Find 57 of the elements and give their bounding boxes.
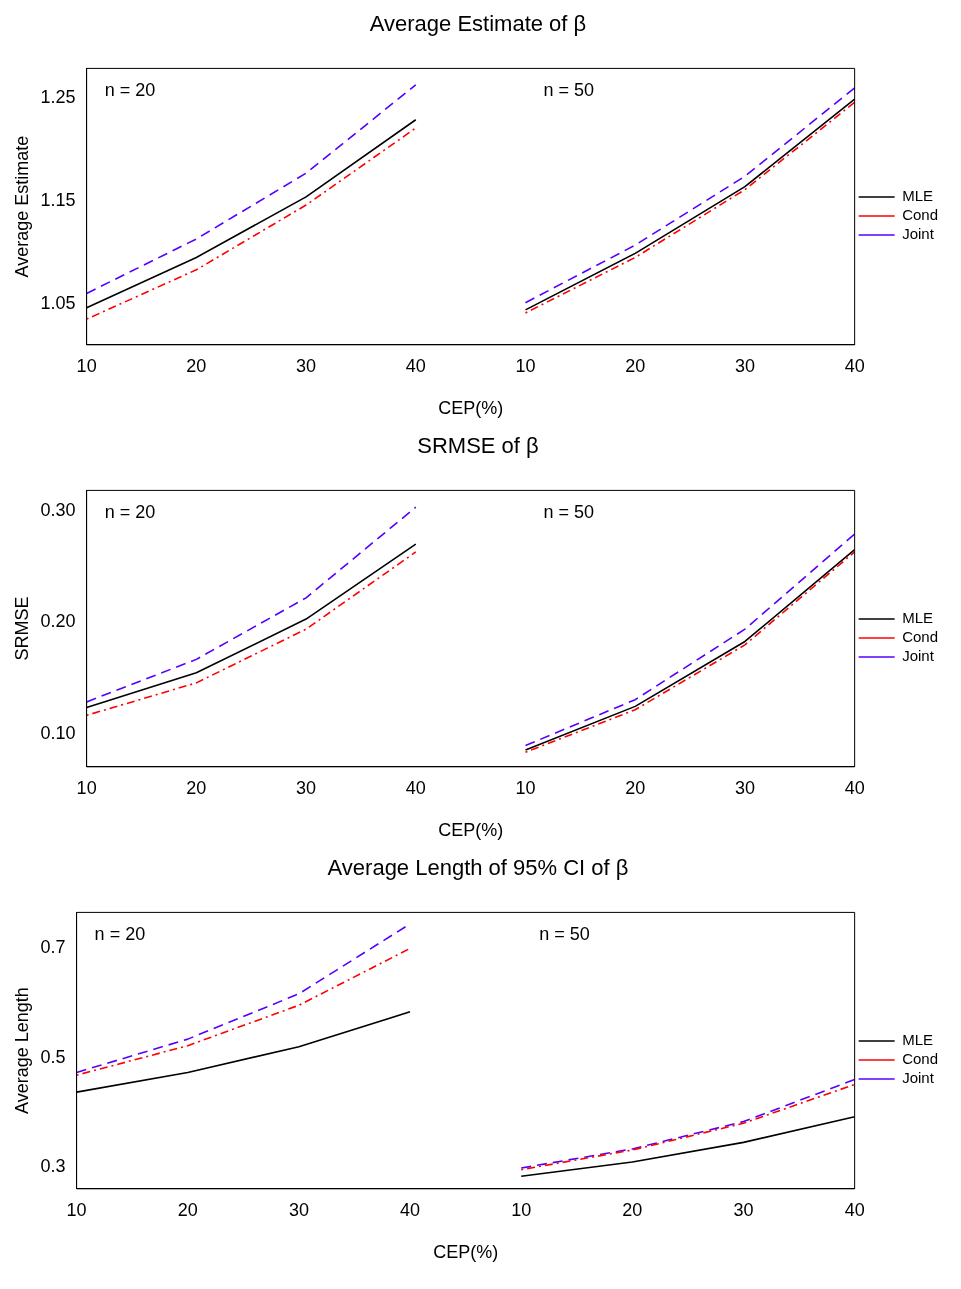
x-axis-title: CEP(%) <box>438 398 504 419</box>
legend-label: MLE <box>902 1031 933 1049</box>
y-tick-label: 0.7 <box>40 937 66 958</box>
y-tick-label: 1.25 <box>40 87 76 108</box>
y-axis-title: Average Estimate <box>11 135 32 278</box>
x-tick-label: 40 <box>405 777 426 798</box>
chart-title: Average Length of 95% CI of β <box>327 855 629 881</box>
x-tick-label: 20 <box>625 355 646 376</box>
y-tick-label: 0.20 <box>40 611 76 632</box>
x-tick-label: 40 <box>844 355 865 376</box>
x-tick-label: 30 <box>288 1199 309 1220</box>
x-tick-label: 20 <box>186 777 207 798</box>
y-tick-label: 0.10 <box>40 723 76 744</box>
annotation: n = 50 <box>543 502 595 523</box>
x-tick-label: 10 <box>76 355 97 376</box>
x-axis-title: CEP(%) <box>433 1242 499 1263</box>
annotation: n = 20 <box>94 924 146 945</box>
y-tick-label: 0.3 <box>40 1155 66 1176</box>
x-tick-label: 10 <box>515 355 536 376</box>
x-tick-label: 30 <box>734 777 755 798</box>
y-tick-label: 0.30 <box>40 499 76 520</box>
y-axis-title: Average Length <box>11 987 32 1114</box>
legend-label: Joint <box>902 225 935 243</box>
legend-label: Joint <box>902 1069 935 1087</box>
annotation: n = 50 <box>543 80 595 101</box>
legend-label: Joint <box>902 647 935 665</box>
chart-title: Average Estimate of β <box>369 11 587 37</box>
x-tick-label: 10 <box>511 1199 532 1220</box>
y-tick-label: 1.15 <box>40 189 76 210</box>
x-tick-label: 20 <box>625 777 646 798</box>
legend-label: Cond <box>902 628 938 646</box>
x-tick-label: 40 <box>844 1199 865 1220</box>
annotation: n = 50 <box>539 924 590 945</box>
x-tick-label: 20 <box>622 1199 643 1220</box>
legend-label: MLE <box>902 609 933 627</box>
x-tick-label: 20 <box>177 1199 198 1220</box>
x-tick-label: 40 <box>844 777 865 798</box>
x-tick-label: 30 <box>296 355 317 376</box>
x-tick-label: 10 <box>515 777 536 798</box>
legend-label: Cond <box>902 1050 938 1068</box>
y-tick-label: 0.5 <box>40 1046 66 1067</box>
legend-label: Cond <box>902 206 938 224</box>
y-tick-label: 1.05 <box>40 292 76 313</box>
x-tick-label: 20 <box>186 355 207 376</box>
chart-title: SRMSE of β <box>417 433 539 459</box>
x-tick-label: 40 <box>400 1199 421 1220</box>
legend-label: MLE <box>902 187 933 205</box>
x-tick-label: 40 <box>405 355 426 376</box>
x-tick-label: 30 <box>296 777 317 798</box>
y-axis-title: SRMSE <box>11 596 32 661</box>
annotation: n = 20 <box>104 80 156 101</box>
x-tick-label: 10 <box>76 777 97 798</box>
x-axis-title: CEP(%) <box>438 820 504 841</box>
x-tick-label: 10 <box>66 1199 87 1220</box>
x-tick-label: 30 <box>733 1199 754 1220</box>
x-tick-label: 30 <box>734 355 755 376</box>
annotation: n = 20 <box>104 502 156 523</box>
